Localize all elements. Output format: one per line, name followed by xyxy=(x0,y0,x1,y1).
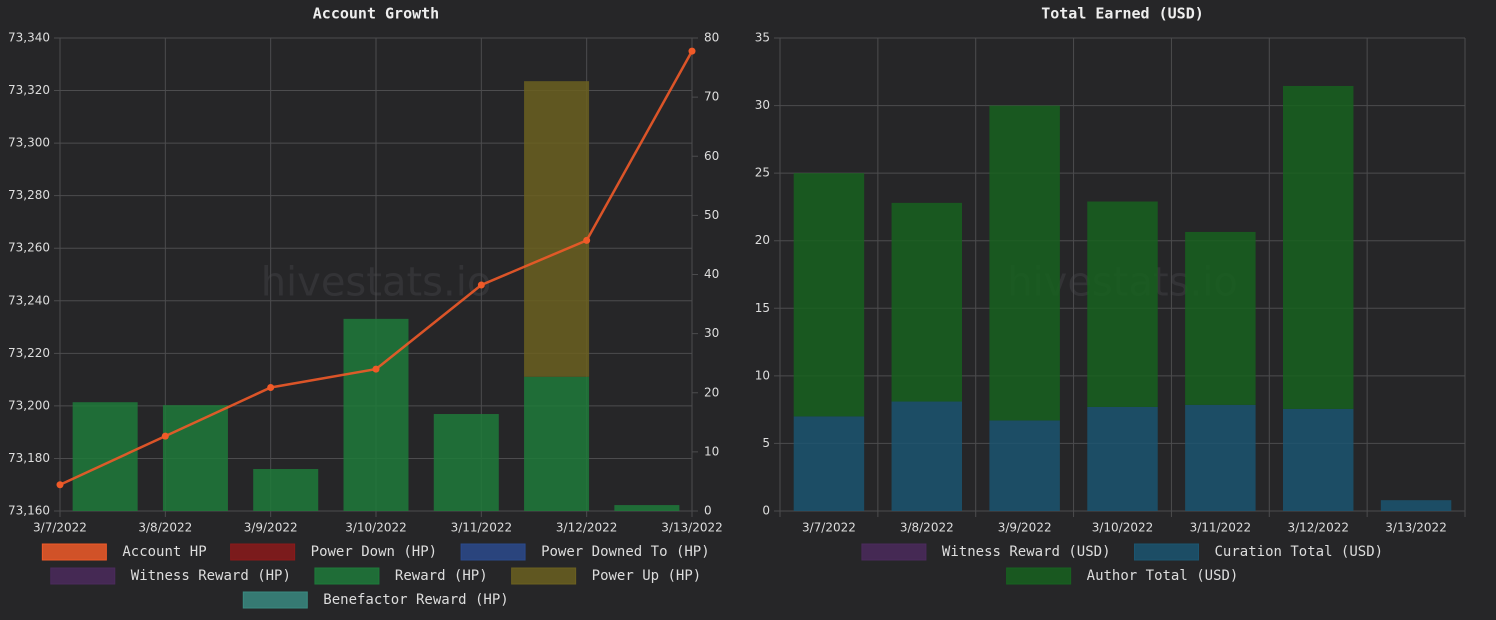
y2-tick-label: 10 xyxy=(704,444,719,458)
y-tick-label: 10 xyxy=(755,368,770,382)
legend-label: Author Total (USD) xyxy=(1087,568,1239,584)
bar xyxy=(1185,404,1256,511)
y2-tick-label: 30 xyxy=(704,326,719,340)
legend-label: Reward (HP) xyxy=(395,568,488,584)
bar xyxy=(1282,408,1354,511)
bar xyxy=(1282,85,1354,409)
y-tick-label: 73,260 xyxy=(8,241,50,255)
legend-swatch xyxy=(460,543,526,561)
legend-swatch xyxy=(230,543,296,561)
y-tick-label: 73,200 xyxy=(8,398,50,412)
legend-swatch xyxy=(41,543,107,561)
y2-tick-label: 50 xyxy=(704,208,719,222)
x-tick-label: 3/8/2022 xyxy=(138,521,192,535)
y-tick-label: 25 xyxy=(755,166,770,180)
legend-label: Witness Reward (HP) xyxy=(131,568,291,584)
legend-label: Power Down (HP) xyxy=(311,544,437,560)
y-tick-label: 35 xyxy=(755,31,770,45)
line-point xyxy=(56,481,64,489)
bar xyxy=(433,414,499,511)
legend-swatch xyxy=(1006,567,1072,585)
y2-tick-label: 40 xyxy=(704,267,719,281)
line-point xyxy=(583,236,591,244)
legend-label: Witness Reward (USD) xyxy=(942,544,1111,560)
x-tick-label: 3/9/2022 xyxy=(244,521,298,535)
x-tick-label: 3/13/2022 xyxy=(661,521,723,535)
x-tick-label: 3/11/2022 xyxy=(451,521,513,535)
y2-tick-label: 20 xyxy=(704,385,719,399)
y-tick-label: 73,340 xyxy=(8,31,50,45)
y-tick-label: 73,300 xyxy=(8,136,50,150)
y-tick-label: 0 xyxy=(762,504,770,518)
legend-label: Benefactor Reward (HP) xyxy=(323,592,508,608)
legend-label: Curation Total (USD) xyxy=(1215,544,1384,560)
line-point xyxy=(477,281,485,289)
y-tick-label: 73,280 xyxy=(8,188,50,202)
x-tick-label: 3/11/2022 xyxy=(1190,521,1252,535)
y-tick-label: 73,160 xyxy=(8,504,50,518)
chart-title: Total Earned (USD) xyxy=(1041,5,1204,23)
bar xyxy=(343,318,409,511)
legend-swatch xyxy=(50,567,116,585)
legend-swatch xyxy=(1134,543,1199,561)
bar xyxy=(793,173,865,417)
bar xyxy=(891,401,963,511)
legend-swatch xyxy=(242,591,308,609)
x-tick-label: 3/7/2022 xyxy=(802,521,856,535)
line-point xyxy=(267,383,275,391)
y-tick-label: 5 xyxy=(762,436,770,450)
bar xyxy=(1380,500,1452,511)
y-tick-label: 73,240 xyxy=(8,293,50,307)
bar xyxy=(72,402,138,511)
bar xyxy=(1087,201,1158,407)
x-tick-label: 3/12/2022 xyxy=(1287,521,1349,535)
legend-label: Power Downed To (HP) xyxy=(541,544,710,560)
x-tick-label: 3/8/2022 xyxy=(900,521,954,535)
y-tick-label: 20 xyxy=(755,233,770,247)
legend-swatch xyxy=(861,543,927,561)
y-tick-label: 73,220 xyxy=(8,346,50,360)
line-point xyxy=(372,365,380,373)
bar xyxy=(989,105,1060,421)
y-tick-label: 30 xyxy=(755,98,770,112)
y2-tick-label: 80 xyxy=(704,31,719,45)
line-point xyxy=(688,47,696,55)
legend-swatch xyxy=(511,567,577,585)
legend-label: Account HP xyxy=(122,544,206,560)
x-tick-label: 3/10/2022 xyxy=(345,521,407,535)
y2-tick-label: 60 xyxy=(704,149,719,163)
y2-tick-label: 0 xyxy=(704,504,712,518)
x-tick-label: 3/10/2022 xyxy=(1092,521,1154,535)
y2-tick-label: 70 xyxy=(704,90,719,104)
bar xyxy=(1087,406,1158,511)
y-tick-label: 15 xyxy=(755,301,770,315)
x-tick-label: 3/13/2022 xyxy=(1385,521,1447,535)
x-tick-label: 3/9/2022 xyxy=(998,521,1052,535)
bar xyxy=(524,81,590,377)
y-tick-label: 73,180 xyxy=(8,451,50,465)
bar xyxy=(1185,231,1256,405)
legend-swatch xyxy=(314,567,380,585)
bar xyxy=(524,376,590,511)
bar xyxy=(989,420,1060,511)
bar xyxy=(614,505,680,511)
line-point xyxy=(161,432,169,440)
bar xyxy=(253,469,319,511)
x-tick-label: 3/12/2022 xyxy=(556,521,618,535)
chart-title: Account Growth xyxy=(313,5,439,23)
bar xyxy=(793,416,865,511)
legend-label: Power Up (HP) xyxy=(592,568,702,584)
x-tick-label: 3/7/2022 xyxy=(33,521,87,535)
y-tick-label: 73,320 xyxy=(8,83,50,97)
bar xyxy=(891,202,963,402)
